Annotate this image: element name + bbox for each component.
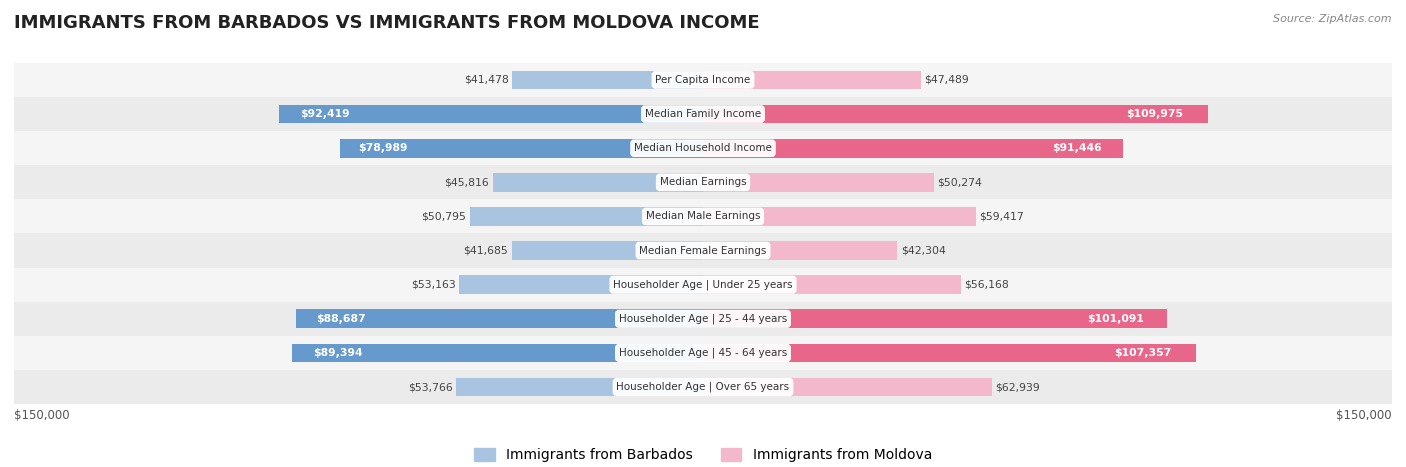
Bar — [512, 241, 703, 260]
Text: Source: ZipAtlas.com: Source: ZipAtlas.com — [1274, 14, 1392, 24]
Bar — [14, 165, 1392, 199]
Legend: Immigrants from Barbados, Immigrants from Moldova: Immigrants from Barbados, Immigrants fro… — [468, 443, 938, 467]
Bar — [470, 207, 703, 226]
Bar — [14, 131, 1392, 165]
Bar — [14, 370, 1392, 404]
Text: $150,000: $150,000 — [1336, 409, 1392, 422]
Bar — [492, 173, 703, 191]
Text: Median Family Income: Median Family Income — [645, 109, 761, 119]
Bar — [703, 276, 960, 294]
Text: $41,478: $41,478 — [464, 75, 509, 85]
Bar — [703, 173, 934, 191]
Text: Median Female Earnings: Median Female Earnings — [640, 246, 766, 255]
Bar — [14, 234, 1392, 268]
Text: Householder Age | Under 25 years: Householder Age | Under 25 years — [613, 279, 793, 290]
Text: $89,394: $89,394 — [314, 348, 363, 358]
Text: Householder Age | Over 65 years: Householder Age | Over 65 years — [616, 382, 790, 392]
Bar — [458, 276, 703, 294]
Text: $42,304: $42,304 — [901, 246, 946, 255]
Bar — [295, 310, 703, 328]
Text: $41,685: $41,685 — [464, 246, 508, 255]
Text: Householder Age | 45 - 64 years: Householder Age | 45 - 64 years — [619, 348, 787, 358]
Text: Median Earnings: Median Earnings — [659, 177, 747, 187]
Text: $62,939: $62,939 — [995, 382, 1040, 392]
Bar — [14, 199, 1392, 234]
Bar — [703, 207, 976, 226]
Text: IMMIGRANTS FROM BARBADOS VS IMMIGRANTS FROM MOLDOVA INCOME: IMMIGRANTS FROM BARBADOS VS IMMIGRANTS F… — [14, 14, 759, 32]
Bar — [703, 378, 993, 396]
Text: $53,163: $53,163 — [411, 280, 456, 290]
Text: $53,766: $53,766 — [408, 382, 453, 392]
Text: Median Male Earnings: Median Male Earnings — [645, 212, 761, 221]
Text: $56,168: $56,168 — [965, 280, 1010, 290]
Text: Per Capita Income: Per Capita Income — [655, 75, 751, 85]
Text: $91,446: $91,446 — [1052, 143, 1102, 153]
Bar — [292, 344, 703, 362]
Text: $59,417: $59,417 — [980, 212, 1024, 221]
Text: $50,274: $50,274 — [938, 177, 983, 187]
Bar — [278, 105, 703, 123]
Text: $88,687: $88,687 — [316, 314, 366, 324]
Bar — [703, 310, 1167, 328]
Bar — [513, 71, 703, 89]
Text: $109,975: $109,975 — [1126, 109, 1182, 119]
Text: Householder Age | 25 - 44 years: Householder Age | 25 - 44 years — [619, 313, 787, 324]
Bar — [14, 268, 1392, 302]
Bar — [703, 139, 1123, 157]
Text: $45,816: $45,816 — [444, 177, 489, 187]
Bar — [703, 71, 921, 89]
Bar — [340, 139, 703, 157]
Text: $50,795: $50,795 — [422, 212, 467, 221]
Bar — [14, 97, 1392, 131]
Bar — [703, 105, 1208, 123]
Text: $107,357: $107,357 — [1114, 348, 1171, 358]
Bar — [703, 344, 1197, 362]
Bar — [14, 63, 1392, 97]
Text: Median Household Income: Median Household Income — [634, 143, 772, 153]
Text: $150,000: $150,000 — [14, 409, 70, 422]
Bar — [456, 378, 703, 396]
Bar — [703, 241, 897, 260]
Text: $101,091: $101,091 — [1087, 314, 1144, 324]
Bar — [14, 336, 1392, 370]
Text: $78,989: $78,989 — [359, 143, 408, 153]
Text: $47,489: $47,489 — [925, 75, 969, 85]
Text: $92,419: $92,419 — [299, 109, 349, 119]
Bar — [14, 302, 1392, 336]
